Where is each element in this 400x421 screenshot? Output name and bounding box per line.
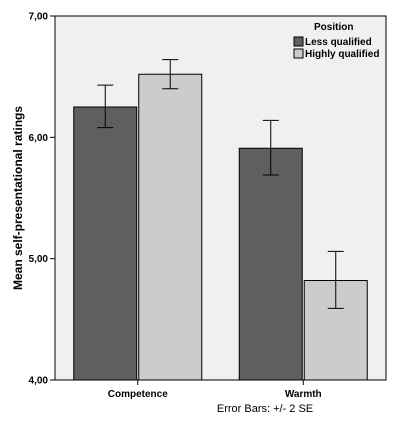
x-tick-label: Competence — [108, 389, 168, 400]
legend-swatch — [293, 36, 304, 47]
y-tick-label: 4,00 — [29, 376, 49, 387]
y-axis: 4,00 5,00 6,00 7,00 — [29, 12, 55, 387]
legend-label: Less qualified — [305, 37, 372, 48]
legend-swatch — [293, 48, 304, 59]
bar-less-qualified-warmth — [238, 147, 303, 381]
error-bars-group — [97, 59, 344, 309]
bar-less-qualified-competence — [73, 106, 138, 381]
y-axis-title: Mean self-presentational ratings — [11, 106, 25, 290]
y-tick-label: 7,00 — [29, 12, 49, 23]
error-bars-footnote: Error Bars: +/- 2 SE — [217, 403, 313, 415]
y-tick-label: 5,00 — [29, 254, 49, 265]
legend-label: Highly qualified — [305, 49, 379, 60]
y-tick-label: 6,00 — [29, 133, 49, 144]
bar-highly-qualified-competence — [138, 73, 203, 381]
x-tick-label: Warmth — [285, 389, 322, 400]
legend-title: Position — [314, 22, 353, 33]
x-axis: Competence Warmth — [108, 380, 322, 400]
